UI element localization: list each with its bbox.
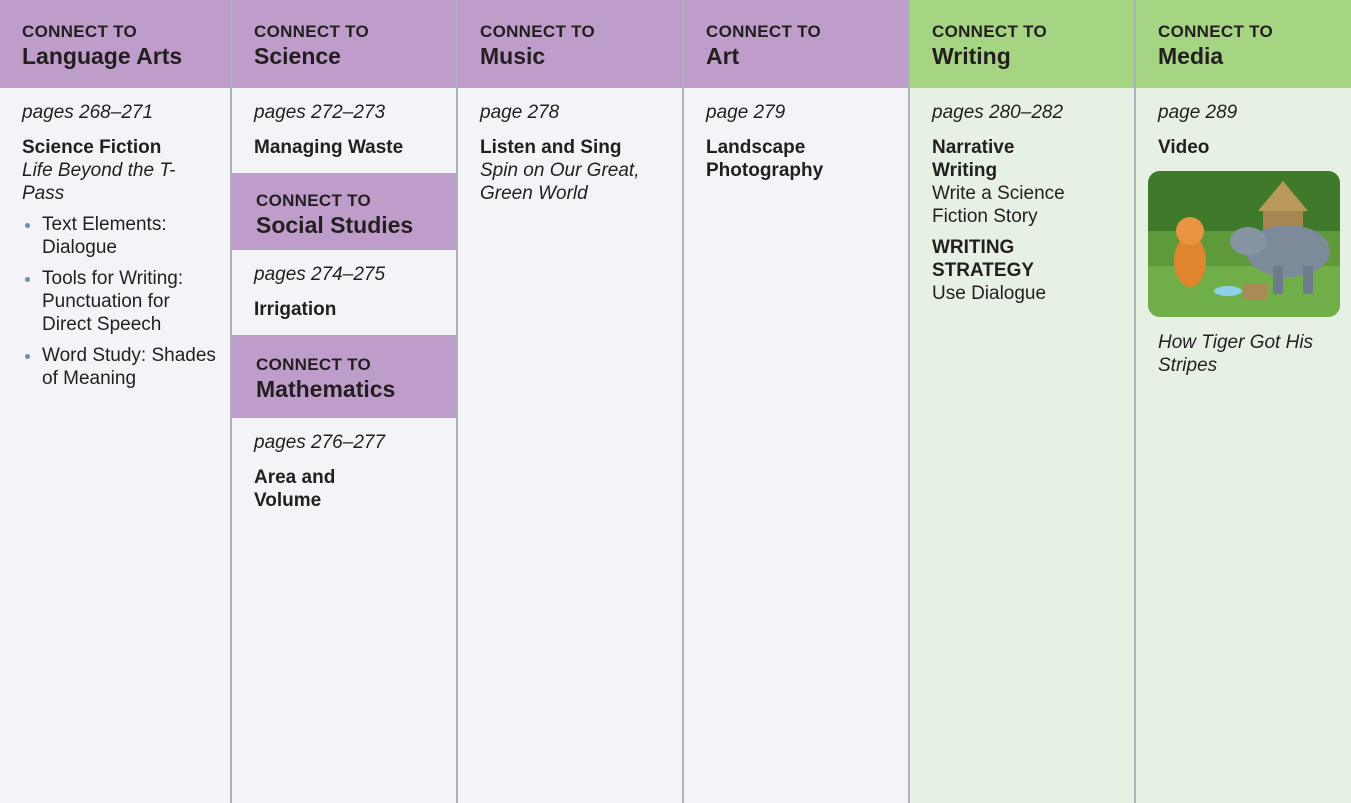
sub-header: CONNECT TO Social Studies (232, 173, 456, 250)
heading: Listen and Sing (480, 137, 622, 158)
heading: Science Fiction (22, 137, 162, 158)
header-label: CONNECT TO (1158, 22, 1274, 41)
column-header: CONNECT TO Media (1136, 0, 1351, 88)
heading: Landscape Photography (706, 137, 824, 181)
column-body: pages 280–282 Narrative Writing Write a … (910, 88, 1134, 803)
column: CONNECT TO Language Arts pages 268–271 Sc… (0, 0, 232, 803)
column: CONNECT TO Art page 279 Landscape Photogr… (684, 0, 910, 803)
header-label: CONNECT TO (254, 22, 370, 41)
heading: Area and Volume (254, 467, 336, 511)
subtitle: Life Beyond the T-Pass (22, 160, 176, 204)
column-header: CONNECT TO Language Arts (0, 0, 230, 88)
column: CONNECT TO Science pages 272–273 Managing… (232, 0, 458, 803)
pages: pages 280–282 (932, 102, 1064, 123)
pages: page 279 (706, 102, 786, 123)
column-body: pages 272–273 Managing Waste CONNECT TO S… (232, 88, 456, 803)
column-body: page 278 Listen and Sing Spin on Our Gre… (458, 88, 682, 803)
column: CONNECT TO Music page 278 Listen and Sing… (458, 0, 684, 803)
pages: pages 274–275 (254, 264, 386, 285)
column-body: page 289 Video (1136, 88, 1351, 803)
header-title: Science (254, 43, 341, 69)
header-label: CONNECT TO (932, 22, 1048, 41)
column-body: page 279 Landscape Photography (684, 88, 908, 803)
column: CONNECT TO Writing pages 280–282 Narrativ… (910, 0, 1136, 803)
heading: Narrative Writing (932, 137, 1015, 181)
bullet-list: Text Elements: Dialogue Tools for Writin… (22, 213, 216, 390)
pages: pages 272–273 (254, 102, 386, 123)
bullet: Tools for Writing: Punctuation for Direc… (42, 267, 216, 336)
header-label: CONNECT TO (480, 22, 596, 41)
column-header: CONNECT TO Music (458, 0, 682, 88)
bullet: Word Study: Shades of Meaning (42, 344, 216, 390)
heading: Managing Waste (254, 137, 404, 158)
text: Write a Science Fiction Story (932, 183, 1065, 227)
pages: page 278 (480, 102, 560, 123)
column-header: CONNECT TO Science (232, 0, 456, 88)
header-title: Art (706, 43, 740, 69)
column-body: pages 268–271 Science Fiction Life Beyon… (0, 88, 230, 803)
heading: Video (1158, 137, 1210, 158)
header-label: CONNECT TO (256, 191, 372, 210)
column-header: CONNECT TO Art (684, 0, 908, 88)
pages: page 289 (1158, 102, 1238, 123)
header-label: CONNECT TO (706, 22, 822, 41)
caption: How Tiger Got His Stripes (1158, 332, 1314, 376)
strategy: WRITING STRATEGY (932, 237, 1035, 281)
header-title: Social Studies (256, 212, 414, 238)
header-title: Language Arts (22, 43, 183, 69)
header-title: Media (1158, 43, 1224, 69)
header-label: CONNECT TO (22, 22, 138, 41)
heading: Irrigation (254, 299, 337, 320)
column-header: CONNECT TO Writing (910, 0, 1134, 88)
subtitle: Spin on Our Great, Green World (480, 160, 640, 204)
header-title: Mathematics (256, 376, 396, 402)
strategy-text: Use Dialogue (932, 283, 1047, 304)
pages: pages 268–271 (22, 102, 154, 123)
column: CONNECT TO Media page 289 Video (1136, 0, 1351, 803)
header-title: Music (480, 43, 546, 69)
sub-header: CONNECT TO Mathematics (232, 335, 456, 418)
bullet: Text Elements: Dialogue (42, 213, 216, 259)
pages: pages 276–277 (254, 432, 386, 453)
header-title: Writing (932, 43, 1011, 69)
video-thumbnail (1148, 171, 1340, 317)
header-label: CONNECT TO (256, 355, 372, 374)
